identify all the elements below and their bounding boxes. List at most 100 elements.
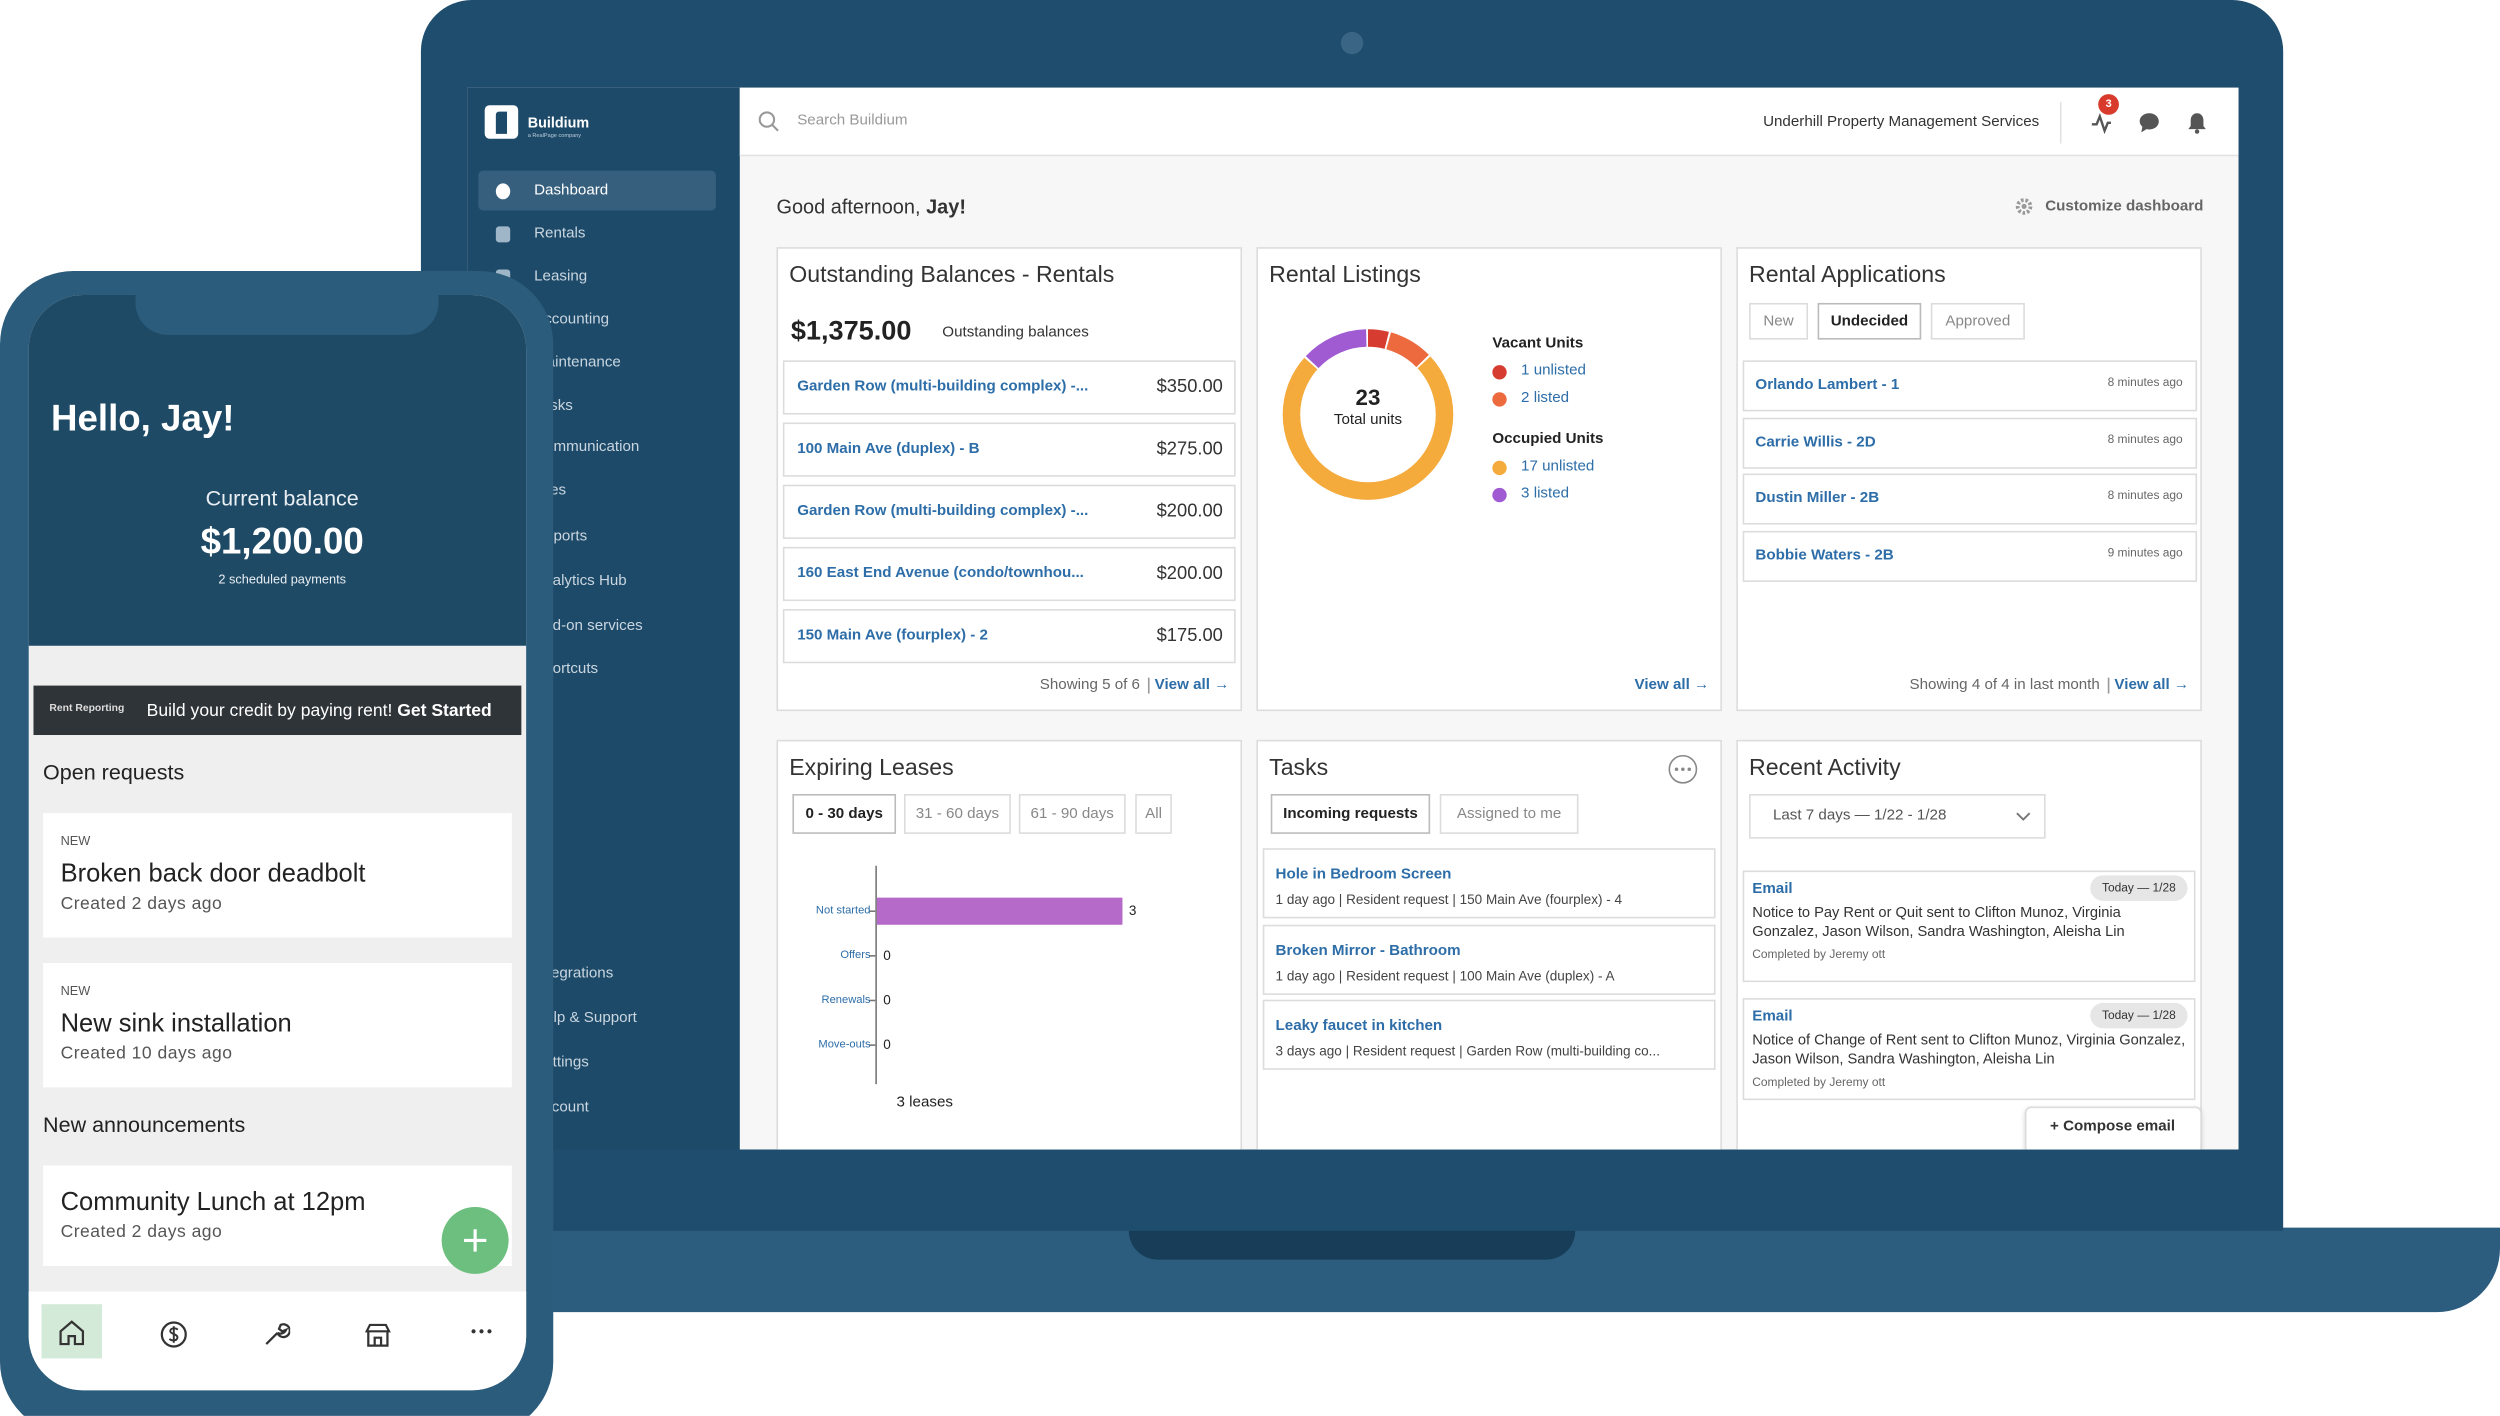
- request-title[interactable]: Broken back door deadbolt: [60, 860, 366, 888]
- nav-item[interactable]: Dashboard: [534, 181, 609, 200]
- legend-item[interactable]: 17 unlisted: [1521, 458, 1594, 477]
- request-card[interactable]: [43, 813, 512, 938]
- nav-item[interactable]: Rentals: [534, 224, 586, 243]
- tab[interactable]: [1817, 302, 1922, 340]
- customize-link[interactable]: Customize dashboard: [2045, 197, 2204, 216]
- tab[interactable]: [904, 794, 1011, 834]
- task-row[interactable]: [1262, 924, 1716, 995]
- chat-icon: [2139, 113, 2159, 133]
- tab[interactable]: [1135, 794, 1172, 834]
- nav-item[interactable]: Maintenance: [534, 353, 621, 372]
- property-link[interactable]: 100 Main Ave (duplex) - B: [797, 440, 980, 458]
- tab-label[interactable]: Incoming requests: [1283, 804, 1418, 822]
- activity-type[interactable]: Email: [1752, 1007, 1793, 1026]
- applicant-link[interactable]: Bobbie Waters - 2B: [1755, 546, 1894, 565]
- activity-type[interactable]: Email: [1752, 880, 1793, 898]
- tab[interactable]: [1270, 794, 1431, 834]
- chart-tick: [868, 1044, 876, 1046]
- announcement-created: Created 2 days ago: [60, 1222, 223, 1243]
- nav-item[interactable]: Add-on services: [534, 617, 643, 635]
- property-link[interactable]: Garden Row (multi-building complex) -...: [797, 502, 1089, 520]
- request-title[interactable]: New sink installation: [60, 1010, 292, 1038]
- application-row[interactable]: [1742, 417, 2198, 469]
- application-row[interactable]: [1742, 473, 2198, 525]
- nav-item[interactable]: Leasing: [534, 267, 588, 286]
- applicant-link[interactable]: Carrie Willis - 2D: [1755, 433, 1876, 452]
- nav-item[interactable]: Communication: [534, 438, 640, 456]
- compose-button[interactable]: [2024, 1106, 2202, 1155]
- amount: $200.00: [1156, 563, 1223, 583]
- nav-item[interactable]: Analytics Hub: [534, 572, 627, 590]
- amount: $175.00: [1156, 625, 1223, 645]
- balance-row[interactable]: [782, 546, 1236, 602]
- application-row[interactable]: [1742, 530, 2198, 582]
- property-link[interactable]: 160 East End Avenue (condo/townhou...: [797, 564, 1084, 582]
- banner[interactable]: [33, 685, 522, 736]
- home-active[interactable]: [41, 1304, 103, 1359]
- balance-row[interactable]: [782, 360, 1236, 415]
- task-title[interactable]: Hole in Bedroom Screen: [1275, 865, 1452, 884]
- screen-bottom-cover: [467, 1149, 2239, 1228]
- nav-item[interactable]: Integrations: [534, 964, 614, 983]
- tab[interactable]: [792, 794, 897, 834]
- search-input[interactable]: Search Buildium: [797, 111, 908, 130]
- donut-segment: [1282, 329, 1454, 500]
- tab[interactable]: [1018, 794, 1126, 834]
- date-pill: [2090, 1002, 2188, 1029]
- company-name[interactable]: Underhill Property Management Services: [1763, 113, 2040, 131]
- activity-completed: Completed by Jeremy ott: [1752, 947, 1886, 962]
- tab[interactable]: [1439, 794, 1579, 834]
- logo-sub: a RealPage company: [527, 131, 582, 138]
- task-title[interactable]: Broken Mirror - Bathroom: [1275, 942, 1461, 960]
- compose-label[interactable]: + Compose email: [2050, 1117, 2176, 1136]
- range-select[interactable]: [1749, 794, 2046, 839]
- chart-axis: [875, 865, 877, 1085]
- section-title: Open requests: [43, 760, 185, 785]
- announcement-title[interactable]: Community Lunch at 12pm: [60, 1188, 366, 1216]
- tab-label[interactable]: All: [1145, 804, 1162, 822]
- tab-label[interactable]: 61 - 90 days: [1030, 804, 1114, 822]
- banner-tag: Rent Reporting: [49, 703, 125, 715]
- request-card[interactable]: [43, 963, 512, 1088]
- task-title[interactable]: Leaky faucet in kitchen: [1275, 1017, 1443, 1035]
- legend-item[interactable]: 2 listed: [1521, 389, 1569, 408]
- legend-count: 3: [1521, 484, 1530, 503]
- logo-mark-inner: [495, 111, 508, 134]
- task-row[interactable]: [1262, 848, 1716, 919]
- balance-row[interactable]: [782, 609, 1236, 664]
- property-link[interactable]: 150 Main Ave (fourplex) - 2: [797, 626, 988, 645]
- announcement-card[interactable]: [43, 1165, 512, 1266]
- balance-row[interactable]: [782, 484, 1236, 539]
- balance-row[interactable]: [782, 422, 1236, 477]
- time-ago: 8 minutes ago: [2107, 432, 2183, 447]
- bar-value: 0: [883, 990, 891, 1007]
- tab-label[interactable]: New: [1763, 311, 1794, 330]
- tab[interactable]: [1749, 302, 1809, 340]
- tab-label[interactable]: 0 - 30 days: [805, 804, 883, 822]
- nav-item[interactable]: Help & Support: [534, 1009, 637, 1027]
- greeting: Good afternoon, Jay!: [776, 195, 966, 221]
- legend-item[interactable]: 1 unlisted: [1521, 362, 1586, 381]
- tab-label[interactable]: Assigned to me: [1456, 804, 1562, 822]
- legend-item[interactable]: 3 listed: [1521, 485, 1569, 504]
- amount: $275.00: [1156, 439, 1223, 459]
- tab-label[interactable]: Approved: [1945, 311, 2011, 330]
- activity-completed: Completed by Jeremy ott: [1752, 1074, 1886, 1089]
- tab-label[interactable]: Undecided: [1830, 311, 1909, 330]
- applicant-link[interactable]: Orlando Lambert - 1: [1755, 376, 1900, 394]
- tab[interactable]: [1930, 302, 2025, 340]
- view-all-link[interactable]: View all →: [1154, 676, 1230, 694]
- view-all-link[interactable]: View all →: [1634, 676, 1710, 694]
- nav-item[interactable]: Accounting: [534, 310, 610, 329]
- tab-label[interactable]: 31 - 60 days: [915, 804, 1000, 822]
- banner-text[interactable]: Build your credit by paying rent! Get St…: [147, 700, 492, 722]
- legend-count: 17: [1521, 457, 1538, 476]
- banner-cta[interactable]: Get Started: [397, 701, 492, 721]
- property-link[interactable]: Garden Row (multi-building complex) -...: [797, 377, 1089, 396]
- donut-segment: [1282, 329, 1454, 500]
- legend-count: 2: [1521, 389, 1530, 407]
- view-all-link[interactable]: View all →: [2114, 676, 2190, 694]
- application-row[interactable]: [1742, 360, 2198, 412]
- task-row[interactable]: [1262, 999, 1716, 1070]
- applicant-link[interactable]: Dustin Miller - 2B: [1755, 489, 1880, 508]
